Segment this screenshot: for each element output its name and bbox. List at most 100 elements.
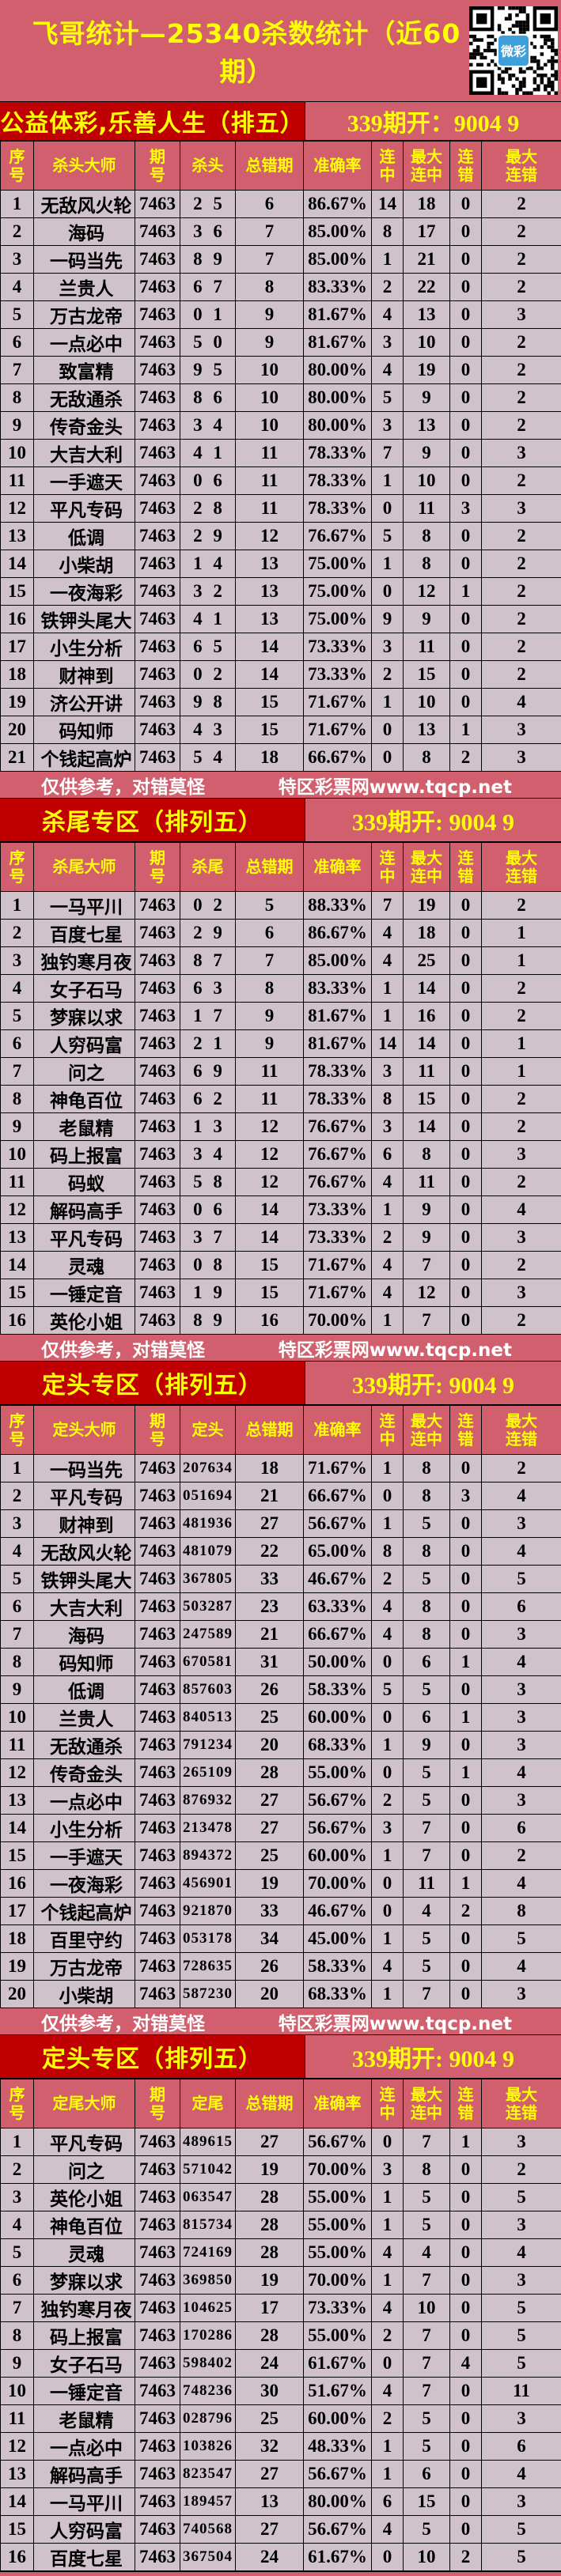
cell-period: 7463 [135,1758,180,1787]
cell-max-miss-streak: 4 [481,1869,561,1898]
cell-kill-numbers: 103826 [180,2432,236,2461]
cell-miss-streak: 0 [449,1085,482,1113]
cell-max-streak: 13 [403,716,450,744]
cell-total-miss: 11 [235,439,304,467]
cell-master-name: 小柴胡 [33,1980,135,2008]
table-row: 13 一点必中 7463 876932 27 56.67% 2 5 0 3 [0,1786,561,1815]
cell-index: 20 [0,716,34,744]
table-row: 11 一手遮天 7463 0 6 11 78.33% 1 10 0 2 [0,466,561,495]
stats-table: 序 号定头大师期 号定头 总错期 准确率连 中最大 连中连 错最大 连错 1 一码当先… [0,1405,561,2008]
cell-miss-streak: 0 [449,2515,482,2544]
draw-result-label: 339期开: 9004 9 [352,1373,514,1399]
cell-total-miss: 9 [235,1029,304,1058]
cell-period: 7463 [135,1924,180,1953]
cell-current-streak: 4 [371,946,404,975]
cell-master-name: 传奇金头 [33,411,135,440]
cell-accuracy: 71.67% [303,1251,372,1279]
table-row: 2 平凡专码 7463 051694 21 66.67% 0 8 3 4 [0,1482,561,1510]
cell-kill-numbers: 247589 [180,1620,236,1649]
cell-index: 8 [0,1648,34,1676]
cell-kill-numbers: 8 9 [180,245,236,274]
cell-kill-numbers: 894372 [180,1841,236,1870]
cell-index: 12 [0,1195,34,1224]
cell-max-miss-streak: 2 [481,660,561,689]
table-row: 9 女子石马 7463 598402 24 61.67% 0 7 4 5 [0,2349,561,2378]
stats-section: 定头专区（排列五） 339期开: 9004 9 序 号定头大师期 号定头 总错期准… [0,1361,561,2034]
cell-max-streak: 8 [403,1537,450,1566]
column-header: 总错期 [235,141,304,191]
cell-miss-streak: 0 [449,550,482,578]
cell-index: 9 [0,1675,34,1704]
cell-accuracy: 56.67% [303,2128,372,2156]
cell-max-streak: 9 [403,1223,450,1252]
column-header: 总错期 [235,2079,304,2128]
table-body: 1 无敌风火轮 7463 2 5 6 86.67% 14 18 0 2 2 海码 7463 3 6 7 85.… [0,190,561,772]
cell-master-name: 平凡专码 [33,2128,135,2156]
cell-period: 7463 [135,577,180,606]
cell-max-streak: 19 [403,356,450,384]
cell-current-streak: 4 [371,919,404,947]
cell-total-miss: 25 [235,1841,304,1870]
cell-period: 7463 [135,300,180,329]
cell-total-miss: 24 [235,2543,304,2571]
cell-index: 17 [0,1897,34,1925]
cell-current-streak: 2 [371,660,404,689]
cell-max-streak: 11 [403,494,450,523]
cell-miss-streak: 0 [449,891,482,920]
cell-kill-numbers: 8 9 [180,1306,236,1335]
cell-accuracy: 56.67% [303,2460,372,2488]
cell-miss-streak: 0 [449,1002,482,1030]
stats-table: 序 号杀尾大师期 号杀尾 总错期 准确率连 中最大 连中连 错最大 连错 1 一马平川… [0,842,561,1335]
cell-accuracy: 85.00% [303,946,372,975]
cell-index: 1 [0,1454,34,1483]
cell-master-name: 梦寐以求 [33,1002,135,1030]
cell-period: 7463 [135,1112,180,1141]
table-row: 15 一手遮天 7463 894372 25 60.00% 1 7 0 2 [0,1841,561,1870]
cell-total-miss: 10 [235,356,304,384]
cell-miss-streak: 0 [449,1980,482,2008]
cell-max-miss-streak: 3 [481,439,561,467]
cell-period: 7463 [135,190,180,218]
cell-total-miss: 9 [235,328,304,357]
cell-kill-numbers: 481936 [180,1509,236,1538]
cell-total-miss: 30 [235,2377,304,2405]
cell-miss-streak: 3 [449,494,482,523]
cell-master-name: 一夜海彩 [33,1869,135,1898]
cell-miss-streak: 0 [449,2487,482,2516]
cell-accuracy: 70.00% [303,1306,372,1335]
table-row: 19 万古龙帝 7463 728635 26 58.33% 4 5 0 4 [0,1952,561,1981]
disclaimer-text: 仅供参考，对错莫怪 [41,1339,205,1361]
cell-index: 12 [0,1758,34,1787]
disclaimer-bar: 仅供参考，对错莫怪 特区彩票网www.tqcp.net [0,2008,561,2034]
cell-kill-numbers: 265109 [180,1758,236,1787]
cell-master-name: 码知师 [33,1648,135,1676]
cell-period: 7463 [135,2543,180,2571]
cell-index: 15 [0,2515,34,2544]
cell-current-streak: 4 [371,1251,404,1279]
cell-max-streak: 5 [403,2183,450,2212]
disclaimer-bar: 仅供参考，对错莫怪 特区彩票网www.tqcp.net [0,1335,561,1361]
column-header: 序 号 [0,141,34,191]
cell-accuracy: 76.67% [303,522,372,550]
cell-current-streak: 0 [371,743,404,772]
cell-max-streak: 7 [403,1841,450,1870]
cell-current-streak: 1 [371,2211,404,2239]
cell-accuracy: 76.67% [303,1168,372,1196]
cell-miss-streak: 1 [449,716,482,744]
cell-index: 7 [0,2294,34,2322]
table-row: 2 问之 7463 571042 19 70.00% 3 8 0 2 [0,2155,561,2184]
cell-miss-streak: 0 [449,1952,482,1981]
cell-master-name: 英伦小姐 [33,2183,135,2212]
cell-max-streak: 7 [403,1306,450,1335]
cell-master-name: 一手遮天 [33,1841,135,1870]
cell-master-name: 一马平川 [33,891,135,920]
cell-total-miss: 24 [235,2349,304,2378]
cell-kill-numbers: 4 3 [180,716,236,744]
cell-max-miss-streak: 8 [481,1897,561,1925]
cell-accuracy: 46.67% [303,1565,372,1593]
cell-period: 7463 [135,1057,180,1086]
page-title: 飞哥统计—25340杀数统计（近60期） [32,18,461,87]
table-row: 6 一点必中 7463 5 0 9 81.67% 3 10 0 2 [0,328,561,357]
cell-kill-numbers: 5 0 [180,328,236,357]
cell-period: 7463 [135,328,180,357]
